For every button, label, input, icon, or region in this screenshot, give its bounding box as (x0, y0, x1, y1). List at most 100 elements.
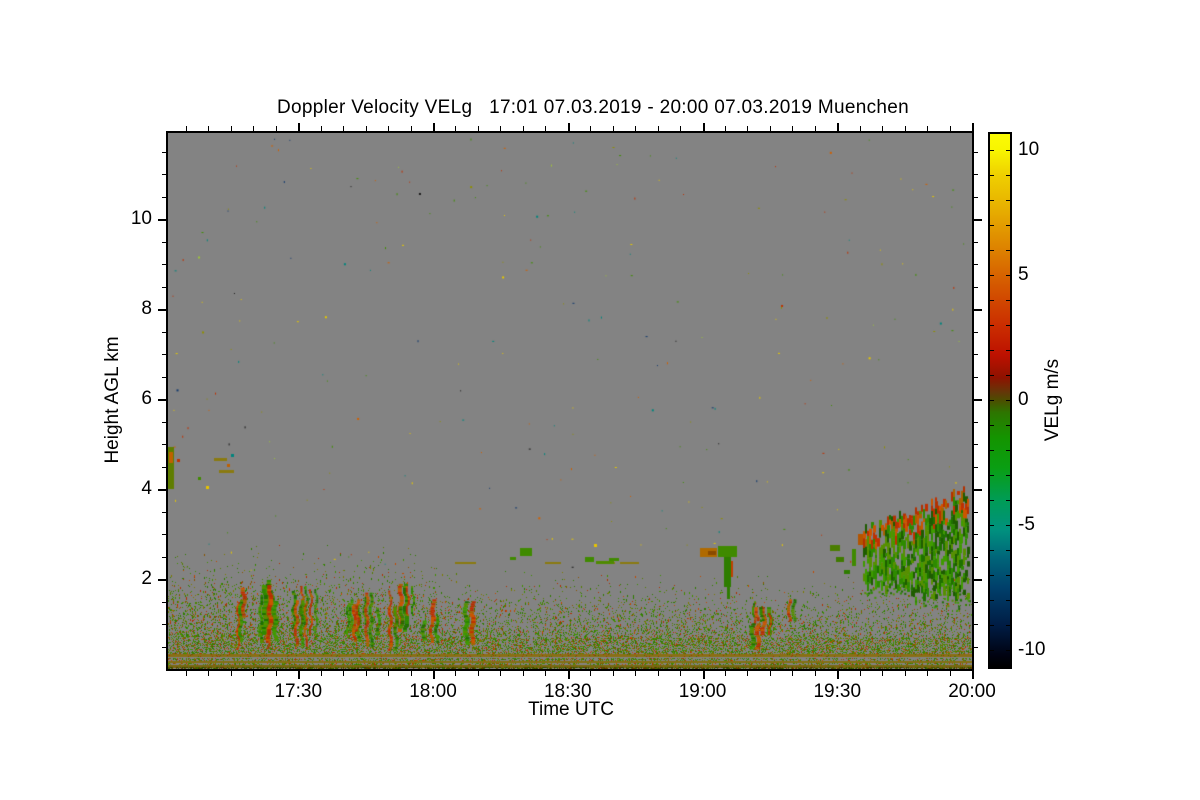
axis-tick (769, 126, 771, 131)
x-tick-label: 20:00 (948, 681, 996, 702)
axis-tick (972, 126, 973, 131)
colorbar-minor-tick (990, 400, 994, 401)
axis-tick (837, 671, 840, 679)
axis-tick (859, 126, 861, 131)
axis-tick (410, 671, 412, 676)
axis-tick (612, 126, 614, 131)
axis-tick (162, 624, 166, 625)
axis-tick (972, 123, 974, 131)
axis-tick (162, 444, 166, 445)
colorbar-minor-tick (990, 625, 994, 626)
x-tick-label: 18:30 (543, 681, 592, 702)
axis-tick (162, 264, 166, 265)
colorbar-tick-label: -10 (1018, 639, 1046, 660)
colorbar-minor-tick (990, 300, 994, 301)
axis-tick (974, 579, 978, 580)
colorbar-minor-tick (1006, 475, 1010, 476)
axis-tick (545, 671, 547, 676)
axis-tick (974, 354, 978, 355)
colorbar-minor-tick (1006, 650, 1010, 651)
colorbar-minor-tick (990, 275, 994, 276)
colorbar-minor-tick (1006, 250, 1010, 251)
axis-tick (974, 309, 982, 311)
axis-tick (635, 671, 637, 676)
axis-tick (365, 671, 367, 676)
axis-tick (567, 671, 570, 679)
axis-tick (974, 241, 978, 243)
x-tick-label: 19:30 (813, 681, 862, 702)
axis-tick (974, 151, 978, 153)
axis-tick (974, 444, 978, 445)
colorbar-minor-tick (990, 575, 994, 576)
axis-tick (859, 671, 861, 676)
chart-title: Doppler Velocity VELg 17:01 07.03.2019 -… (276, 97, 910, 118)
plot-frame (166, 131, 974, 671)
colorbar-minor-tick (990, 525, 994, 526)
axis-tick (455, 671, 457, 676)
colorbar-gradient (990, 134, 1010, 667)
axis-tick (974, 219, 982, 221)
axis-tick (162, 556, 166, 558)
colorbar-minor-tick (1006, 175, 1010, 176)
axis-tick (162, 601, 166, 603)
colorbar-minor-tick (990, 500, 994, 501)
axis-tick (162, 286, 166, 288)
colorbar-minor-tick (990, 375, 994, 376)
axis-tick (162, 579, 166, 580)
axis-tick (162, 219, 166, 220)
x-axis-label: Time UTC (528, 699, 614, 720)
axis-tick (522, 126, 524, 131)
x-tick-label: 17:30 (274, 681, 323, 702)
axis-tick (343, 671, 345, 676)
axis-tick (185, 126, 187, 131)
axis-tick (410, 126, 412, 131)
colorbar-minor-tick (990, 350, 994, 351)
colorbar-minor-tick (1006, 275, 1010, 276)
axis-tick (904, 126, 906, 131)
axis-tick (974, 264, 978, 265)
colorbar-minor-tick (1006, 525, 1010, 526)
axis-tick (972, 671, 974, 679)
axis-tick (974, 196, 978, 198)
y-tick-label: 4 (141, 478, 152, 499)
colorbar-tick-label: -5 (1018, 514, 1035, 535)
axis-tick (974, 466, 978, 468)
axis-tick (747, 671, 749, 676)
axis-tick (974, 489, 982, 491)
axis-tick (974, 421, 978, 423)
colorbar-minor-tick (990, 475, 994, 476)
axis-tick (949, 671, 951, 676)
axis-tick (974, 399, 982, 401)
axis-tick (545, 126, 547, 131)
axis-tick (433, 126, 434, 131)
axis-tick (185, 671, 187, 676)
axis-tick (680, 671, 682, 676)
axis-tick (365, 126, 367, 131)
axis-tick (974, 174, 978, 175)
y-tick-label: 6 (141, 388, 152, 409)
axis-tick (158, 309, 166, 311)
axis-tick (253, 126, 255, 131)
axis-tick (433, 123, 435, 131)
y-tick-label: 8 (141, 298, 152, 319)
axis-tick (455, 126, 457, 131)
axis-tick (298, 671, 300, 676)
axis-tick (230, 671, 232, 676)
axis-tick (343, 126, 345, 131)
axis-tick (747, 126, 749, 131)
axis-tick (433, 671, 434, 676)
axis-tick (158, 579, 166, 581)
colorbar-minor-tick (990, 425, 994, 426)
axis-tick (769, 671, 771, 676)
axis-tick (162, 309, 166, 310)
axis-tick (927, 671, 929, 676)
axis-tick (567, 123, 570, 131)
colorbar-minor-tick (1006, 200, 1010, 201)
axis-tick (477, 126, 479, 131)
axis-tick (253, 671, 255, 676)
axis-tick (974, 286, 978, 288)
axis-tick (500, 126, 502, 131)
axis-tick (230, 126, 232, 131)
x-tick-label: 18:00 (409, 681, 457, 702)
